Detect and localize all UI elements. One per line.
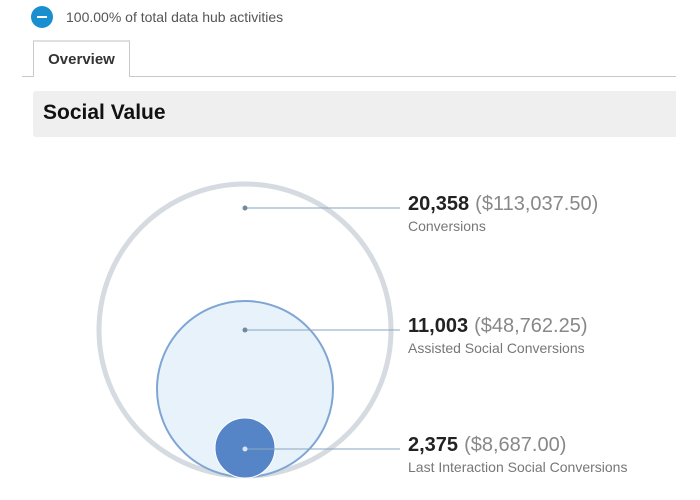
last-interaction-leader-dot <box>242 446 248 452</box>
segment-indicator: 100.00% of total data hub activities <box>31 5 283 29</box>
metric-value: 2,375 <box>408 434 459 456</box>
metric-money: ($113,037.50) <box>475 193 599 215</box>
segment-toggle-icon[interactable] <box>31 6 53 28</box>
metric-label: Assisted Social Conversions <box>408 340 585 356</box>
metric-value: 11,003 <box>408 315 469 337</box>
tab-bar-divider <box>22 76 676 77</box>
tab-overview[interactable]: Overview <box>33 40 130 77</box>
metric-label: Last Interaction Social Conversions <box>408 459 628 475</box>
section-title: Social Value <box>43 101 166 124</box>
segment-summary-text: 100.00% of total data hub activities <box>66 9 284 25</box>
conversions-leader-dot <box>242 205 248 211</box>
metric-last-interaction-social-conversions: 2,375 ($8,687.00) Last Interaction Social… <box>408 434 627 475</box>
metric-assisted-social-conversions: 11,003 ($48,762.25) Assisted Social Conve… <box>408 315 588 356</box>
metric-value: 20,358 <box>408 193 470 215</box>
metric-label: Conversions <box>408 218 486 234</box>
metric-money: ($8,687.00) <box>464 434 567 456</box>
section-header: Social Value <box>33 91 676 137</box>
assisted-leader-dot <box>242 327 248 333</box>
metric-conversions: 20,358 ($113,037.50) Conversions <box>408 193 598 234</box>
metric-money: ($48,762.25) <box>474 315 588 337</box>
